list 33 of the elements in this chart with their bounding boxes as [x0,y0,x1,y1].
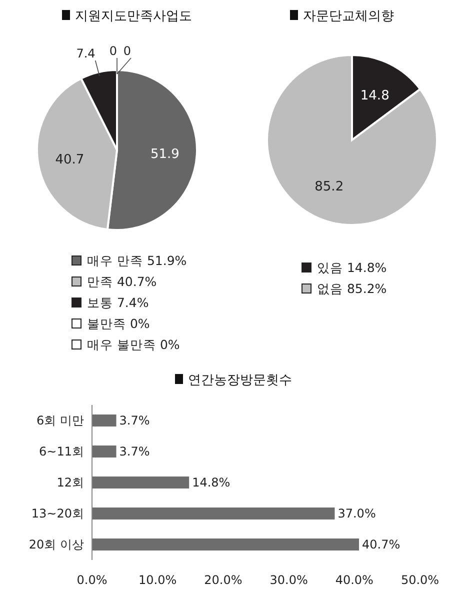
data-label: 3.7% [119,444,150,458]
y-tick-label: 6~11회 [39,444,84,458]
y-tick-label: 12회 [56,476,84,490]
data-label: 40.7 [55,152,84,168]
x-tick-label: 40.0% [335,573,374,587]
x-tick-label: 0.0% [76,573,108,587]
data-label: 85.2 [314,180,344,195]
legend-label: 매우 불만족 0% [87,337,180,352]
x-tick-label: 20.0% [204,573,242,587]
y-tick-label: 20회 이상 [28,538,84,552]
x-tick-label: 50.0% [400,573,440,587]
legend-label: 보통 7.4% [87,295,149,310]
legend-label: 있음 14.8% [317,260,387,275]
y-tick-label: 13~20회 [31,506,84,520]
data-label: 14.8 [360,88,390,104]
data-label: 14.8% [192,476,230,490]
y-tick-label: 6회 미만 [36,414,84,428]
legend-label: 만족 40.7% [87,274,157,289]
chart-title: 지원지도만족사업도 [75,9,192,24]
legend-label: 없음 85.2% [317,281,387,296]
text: 0 [109,44,117,58]
data-label: 37.0% [338,506,376,520]
text: 0 [123,44,131,58]
legend-label: 매우 만족 51.9% [87,253,187,268]
data-label: 40.7% [362,538,400,552]
chart-title: 자문단교체의향 [303,9,394,24]
x-tick-label: 10.0% [138,573,177,587]
data-label: 3.7% [119,414,150,428]
chart-title: 연간농장방문횟수 [188,373,292,388]
legend-label: 불만족 0% [87,316,150,331]
data-label: 7.4 [76,46,96,61]
x-tick-label: 30.0% [270,573,308,587]
data-label: 51.9 [150,146,180,162]
